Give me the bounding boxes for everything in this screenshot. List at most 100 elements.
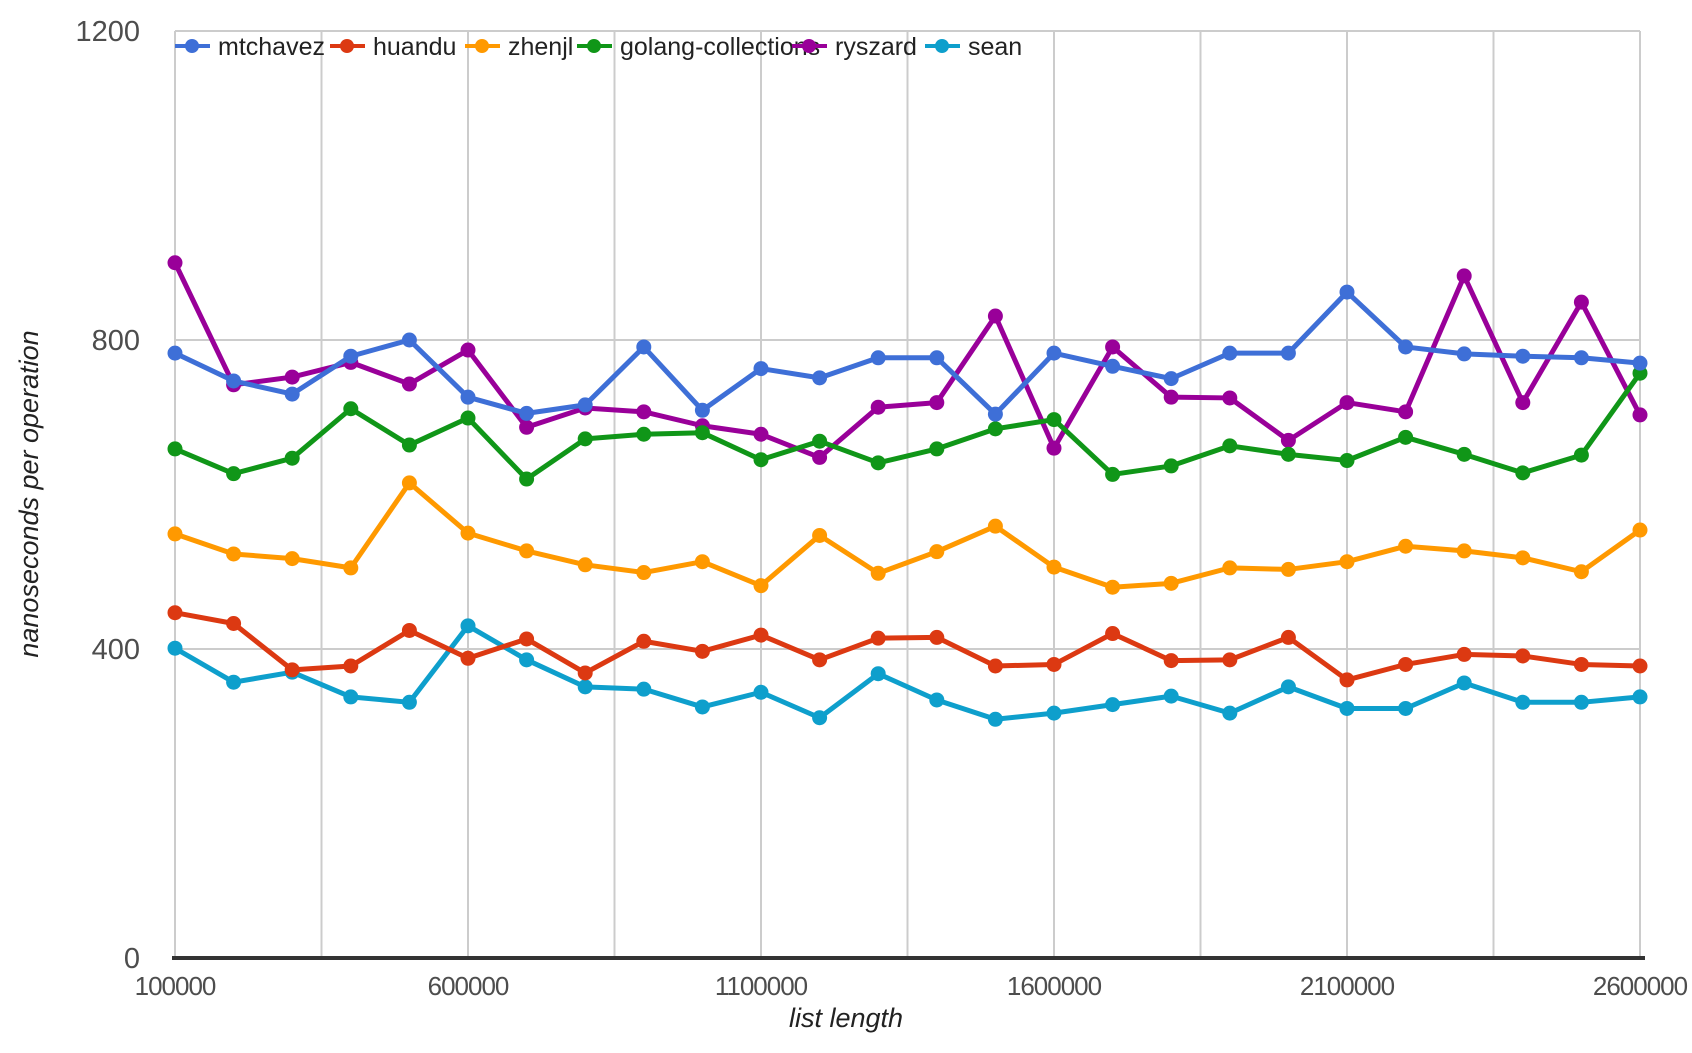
series-point-zhenjl-800000 <box>577 557 593 573</box>
axis-layer: 0 400 800 1200 100000 600000 1100000 1600000 210… <box>75 16 1688 1001</box>
series-point-golang-collections-1300000 <box>870 455 886 471</box>
series-point-mtchavez-1400000 <box>929 350 945 366</box>
series-point-golang-collections-1100000 <box>753 452 769 468</box>
series-point-sean-1000000 <box>694 699 710 715</box>
series-point-mtchavez-700000 <box>519 405 535 421</box>
series-point-huandu-2000000 <box>1280 629 1296 645</box>
series-point-sean-1400000 <box>929 692 945 708</box>
series-point-sean-1800000 <box>1163 688 1179 704</box>
legend-marker-dot-zhenjl <box>475 39 489 53</box>
series-point-huandu-1000000 <box>694 643 710 659</box>
legend-item-ryszard[interactable]: ryszard <box>792 33 917 61</box>
series-point-golang-collections-500000 <box>401 437 417 453</box>
series-point-zhenjl-1600000 <box>1046 559 1062 575</box>
legend-item-golang-collections[interactable]: golang-collections <box>577 33 820 61</box>
series-point-zhenjl-300000 <box>284 551 300 567</box>
y-tick-label: 400 <box>92 634 140 666</box>
series-point-sean-2100000 <box>1339 700 1355 716</box>
series-huandu <box>167 605 1648 688</box>
legend-item-mtchavez[interactable]: mtchavez <box>175 33 325 61</box>
series-point-golang-collections-1200000 <box>812 433 828 449</box>
series-point-huandu-1900000 <box>1222 652 1238 668</box>
series-point-golang-collections-2500000 <box>1573 447 1589 463</box>
legend-label-huandu: huandu <box>373 33 456 61</box>
x-tick-label: 2100000 <box>1300 971 1395 1001</box>
series-point-sean-2300000 <box>1456 675 1472 691</box>
series-point-golang-collections-1500000 <box>987 421 1003 437</box>
series-point-ryszard-2200000 <box>1398 404 1414 420</box>
series-point-zhenjl-2500000 <box>1573 564 1589 580</box>
series-point-ryszard-300000 <box>284 369 300 385</box>
series-point-golang-collections-100000 <box>167 441 183 457</box>
series-point-golang-collections-1900000 <box>1222 438 1238 454</box>
series-point-huandu-1700000 <box>1105 626 1121 642</box>
series-point-ryszard-1800000 <box>1163 389 1179 405</box>
series-point-zhenjl-2300000 <box>1456 543 1472 559</box>
legend-item-sean[interactable]: sean <box>925 33 1022 61</box>
series-point-zhenjl-2400000 <box>1515 550 1531 566</box>
series-point-sean-400000 <box>343 689 359 705</box>
series-point-zhenjl-1700000 <box>1105 579 1121 595</box>
legend-marker-dot-sean <box>935 39 949 53</box>
series-point-zhenjl-2600000 <box>1632 522 1648 538</box>
series-point-zhenjl-1500000 <box>987 518 1003 534</box>
series-point-huandu-2200000 <box>1398 656 1414 672</box>
series-point-huandu-2400000 <box>1515 648 1531 664</box>
series-point-huandu-800000 <box>577 665 593 681</box>
series-point-ryszard-1400000 <box>929 395 945 411</box>
legend-label-zhenjl: zhenjl <box>508 33 573 61</box>
series-point-golang-collections-1600000 <box>1046 412 1062 428</box>
series-point-huandu-500000 <box>401 622 417 638</box>
series-point-mtchavez-2000000 <box>1280 345 1296 361</box>
series-point-golang-collections-1700000 <box>1105 466 1121 482</box>
series-point-huandu-2500000 <box>1573 656 1589 672</box>
series-point-sean-2600000 <box>1632 689 1648 705</box>
series-point-zhenjl-200000 <box>226 546 242 562</box>
series-line-huandu <box>172 610 1643 683</box>
series-point-mtchavez-1200000 <box>812 370 828 386</box>
x-tick-label: 600000 <box>428 971 509 1001</box>
series-point-ryszard-1100000 <box>753 426 769 442</box>
series-point-sean-1500000 <box>987 711 1003 727</box>
series-point-ryszard-1500000 <box>987 308 1003 324</box>
series-point-zhenjl-400000 <box>343 560 359 576</box>
series-point-huandu-700000 <box>519 631 535 647</box>
series-point-zhenjl-100000 <box>167 526 183 542</box>
series-point-mtchavez-2600000 <box>1632 355 1648 371</box>
legend-item-zhenjl[interactable]: zhenjl <box>465 33 573 61</box>
legend-marker-dot-huandu <box>340 39 354 53</box>
series-point-sean-700000 <box>519 652 535 668</box>
x-tick-label: 2600000 <box>1593 971 1688 1001</box>
series-point-golang-collections-300000 <box>284 450 300 466</box>
series-point-golang-collections-800000 <box>577 431 593 447</box>
series-point-huandu-1600000 <box>1046 656 1062 672</box>
series-point-sean-1300000 <box>870 666 886 682</box>
series-point-zhenjl-1200000 <box>812 527 828 543</box>
x-tick-label: 1600000 <box>1007 971 1102 1001</box>
series-point-mtchavez-1100000 <box>753 361 769 377</box>
series-point-mtchavez-300000 <box>284 386 300 402</box>
legend-marker-dot-ryszard <box>802 39 816 53</box>
series-point-sean-1100000 <box>753 684 769 700</box>
series-point-mtchavez-1800000 <box>1163 371 1179 387</box>
series-point-huandu-400000 <box>343 658 359 674</box>
series-point-mtchavez-400000 <box>343 348 359 364</box>
series-line-golang-collections <box>172 370 1643 482</box>
series-point-ryszard-2400000 <box>1515 395 1531 411</box>
series-point-mtchavez-500000 <box>401 332 417 348</box>
legend-item-huandu[interactable]: huandu <box>330 33 456 61</box>
series-point-huandu-600000 <box>460 650 476 666</box>
series-line-zhenjl <box>172 480 1643 590</box>
series-point-golang-collections-700000 <box>519 471 535 487</box>
series-point-golang-collections-900000 <box>636 426 652 442</box>
legend-label-golang-collections: golang-collections <box>620 33 820 61</box>
legend-label-ryszard: ryszard <box>835 33 917 61</box>
y-tick-label: 1200 <box>75 16 140 48</box>
series-point-mtchavez-800000 <box>577 397 593 413</box>
series-point-mtchavez-2100000 <box>1339 284 1355 300</box>
series-point-sean-2200000 <box>1398 700 1414 716</box>
series-point-ryszard-1900000 <box>1222 390 1238 406</box>
series-point-sean-2500000 <box>1573 694 1589 710</box>
series-point-ryszard-1700000 <box>1105 339 1121 355</box>
